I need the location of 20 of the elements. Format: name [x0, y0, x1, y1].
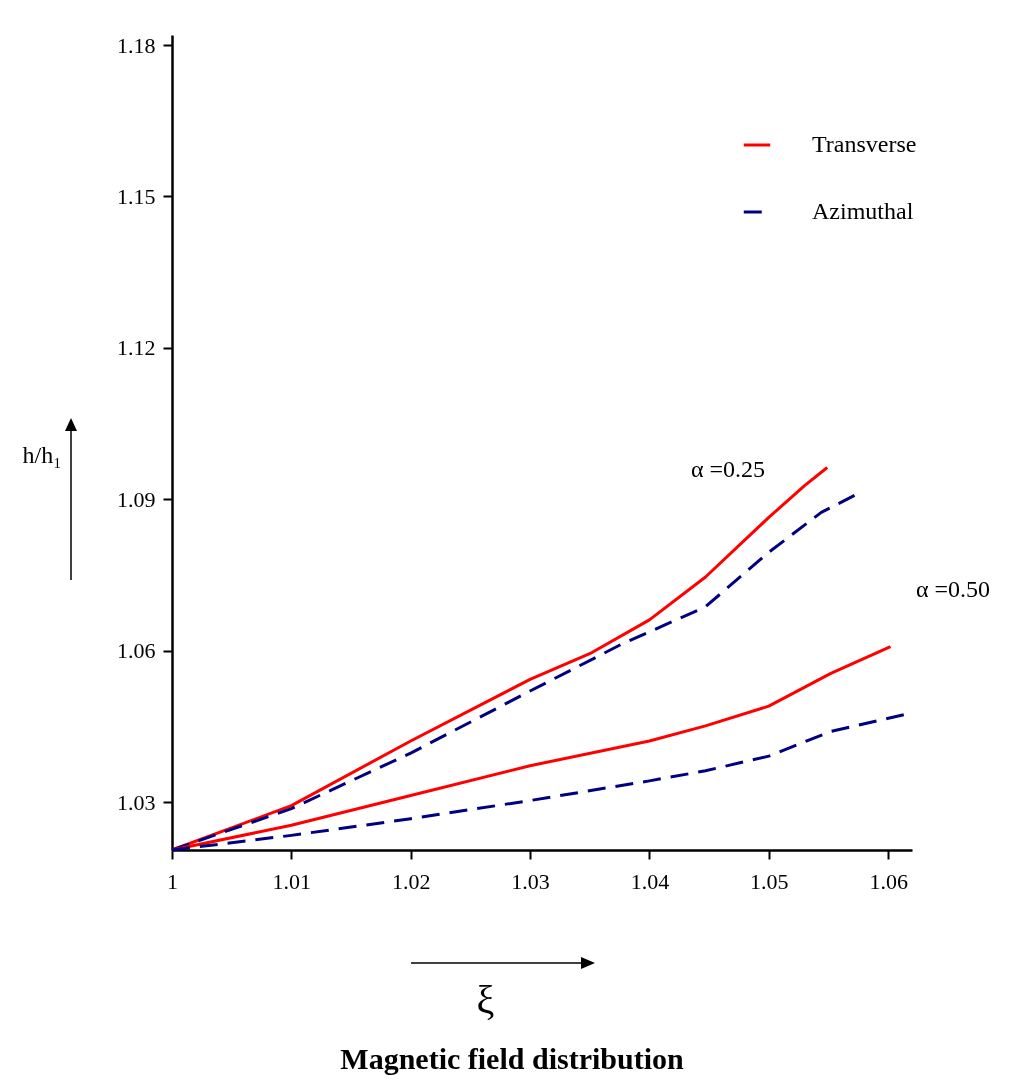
- y-tick-label: 1.18: [117, 32, 156, 58]
- text: Magnetic field distribution: [340, 1042, 684, 1075]
- legend-label: Azimuthal: [812, 198, 914, 224]
- x-tick-label: 1.03: [511, 868, 550, 894]
- y-tick-label: 1.15: [117, 183, 156, 209]
- x-tick-label: 1.02: [391, 868, 431, 894]
- y-tick-label: 1.03: [117, 789, 156, 815]
- annotation: α =0.25: [690, 456, 766, 482]
- x-tick-label: 1: [167, 868, 178, 894]
- x-tick-label: 1.05: [750, 868, 789, 894]
- x-tick-label: 1.04: [630, 868, 670, 894]
- x-axis-title: ξ: [476, 976, 495, 1022]
- y-tick-label: 1.12: [117, 335, 156, 361]
- y-axis-title: h/h₁: [22, 441, 62, 468]
- x-tick-label: 1.06: [869, 868, 908, 894]
- x-tick-label: 1.01: [272, 868, 312, 894]
- legend-label: Transverse: [812, 131, 917, 157]
- y-tick-label: 1.09: [117, 486, 156, 512]
- text: α =0.50: [916, 576, 991, 602]
- y-tick-label: 1.06: [117, 638, 156, 664]
